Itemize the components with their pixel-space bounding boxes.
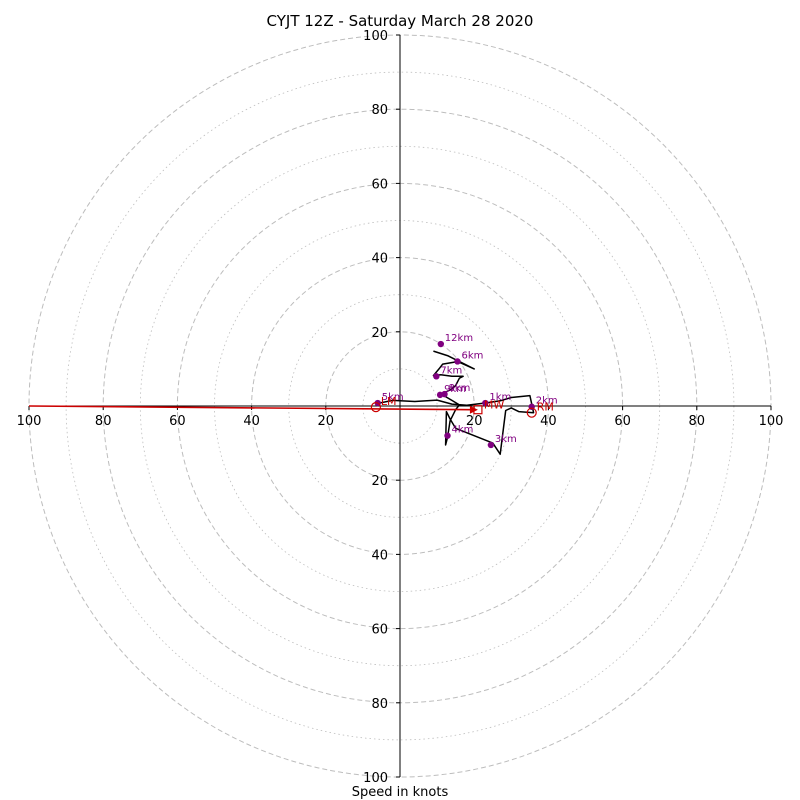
tick-label: 40 [540, 414, 557, 429]
height-marker-label: 4km [451, 425, 473, 436]
tick-label: 40 [243, 414, 260, 429]
chart-title: CYJT 12Z - Saturday March 28 2020 [267, 12, 534, 30]
bunkers-left-label: LM [381, 395, 397, 408]
height-marker-dot [436, 391, 444, 399]
tick-label: 20 [371, 326, 388, 341]
height-marker-dot [437, 340, 445, 348]
tick-label: 60 [371, 623, 388, 638]
tick-label: 20 [466, 414, 483, 429]
height-marker-label: 12km [445, 333, 473, 344]
tick-label: 60 [371, 177, 388, 192]
height-marker-label: 9km [444, 384, 466, 395]
height-marker-label: 5km [382, 392, 404, 403]
height-marker-label: 6km [462, 350, 484, 361]
height-marker-dot [487, 441, 495, 449]
tick-label: 60 [169, 414, 186, 429]
height-marker-label: 1km [489, 392, 511, 403]
height-marker-dot [433, 373, 440, 380]
tick-label: 20 [371, 474, 388, 489]
mean-wind-label: MW [484, 399, 504, 412]
bunkers-left-marker [370, 402, 381, 413]
height-marker-label: 2km [536, 396, 558, 407]
tick-label: 20 [318, 414, 335, 429]
tick-label: 40 [371, 548, 388, 563]
tick-label: 60 [614, 414, 631, 429]
bunkers-right-marker [526, 407, 537, 418]
tick-label: 100 [363, 29, 388, 44]
height-marker-dot [482, 399, 489, 407]
tick-label: 80 [95, 414, 112, 429]
tick-label: 80 [689, 414, 706, 429]
axis-tick-labels: 100 80 60 40 20 20 40 60 80 100 100 80 60 40 20 20 40 60 8… [17, 29, 784, 786]
height-marker-label: 7km [440, 365, 462, 376]
height-marker-dot [444, 432, 451, 439]
bunkers-right-label: RM [537, 401, 554, 414]
storm-motion-arrow [28, 405, 472, 411]
tick-label: 80 [371, 697, 388, 712]
tick-label: 80 [371, 103, 388, 118]
height-marker-dot [454, 358, 461, 365]
tick-label: 40 [371, 252, 388, 267]
axes [29, 35, 771, 777]
height-marker-label: 8km [449, 383, 471, 394]
mean-wind-marker [473, 405, 483, 415]
x-axis-label: Speed in knots [352, 785, 449, 800]
height-marker-label: 3km [495, 434, 517, 445]
tick-label: 100 [17, 414, 42, 429]
tick-label: 100 [759, 414, 784, 429]
tick-label: 100 [363, 771, 388, 786]
storm-motion: RM LM MW [28, 395, 554, 418]
